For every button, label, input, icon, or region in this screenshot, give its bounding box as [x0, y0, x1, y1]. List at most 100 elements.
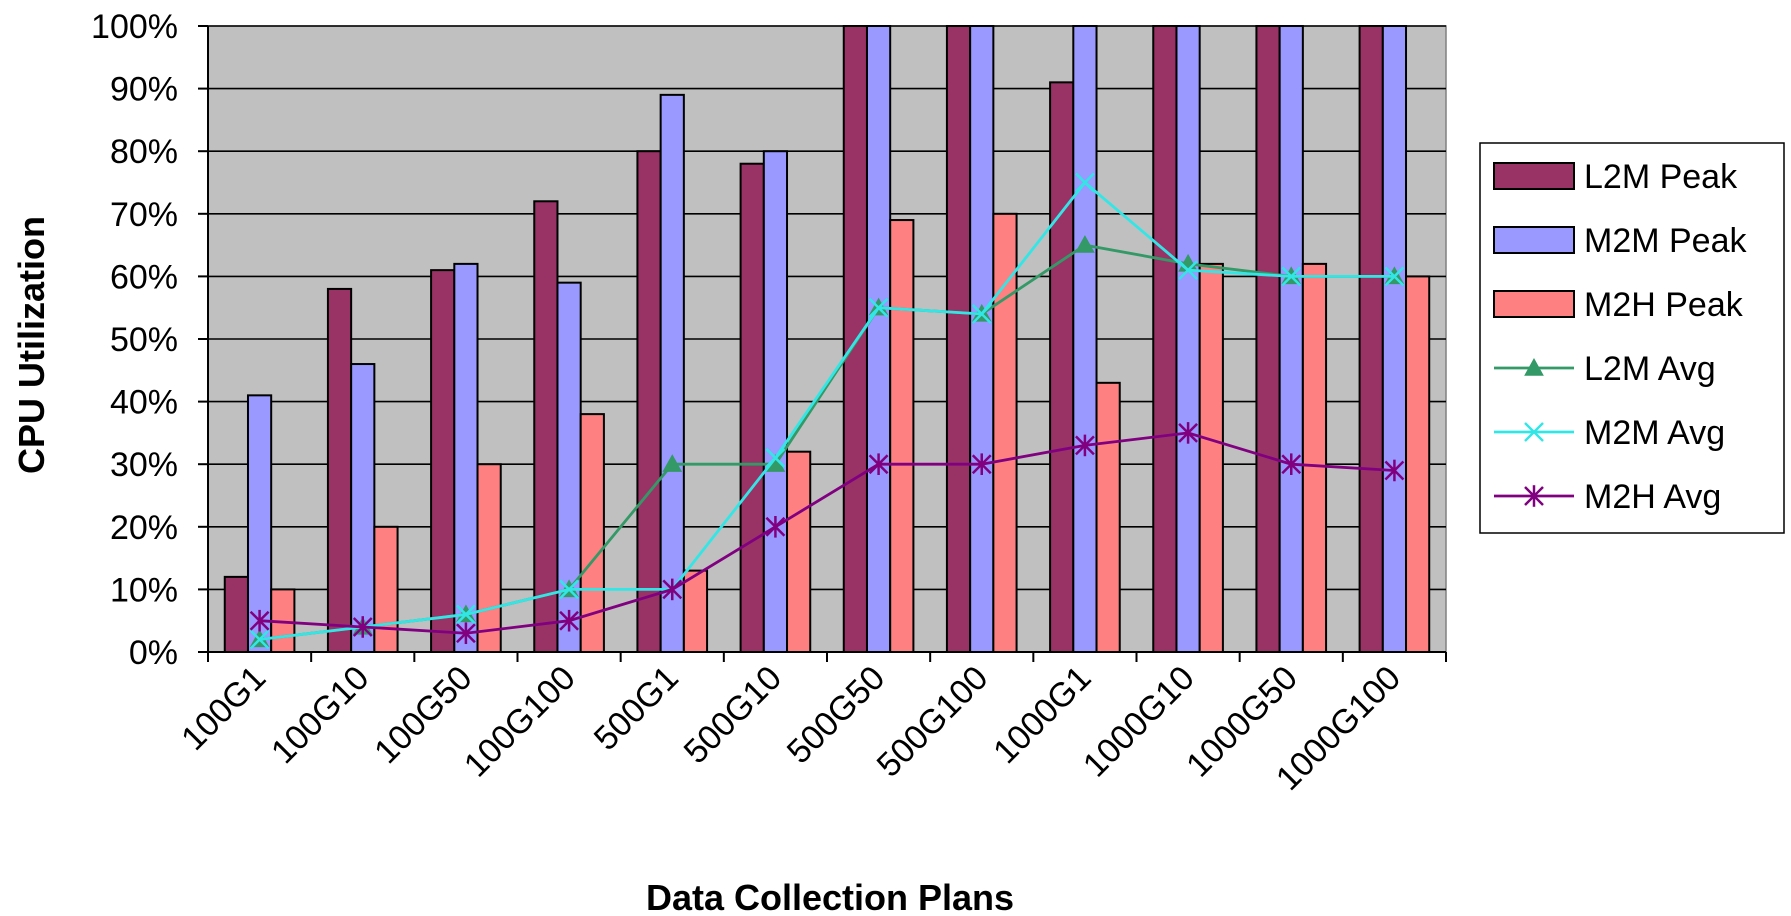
marker-m2h-avg-500g100 — [971, 453, 992, 475]
x-tick-label: 100G100 — [457, 659, 583, 785]
bar-m2h-peak-100g10 — [373, 525, 399, 653]
legend-label-m2h-peak: M2H Peak — [1584, 286, 1744, 324]
bar-l2m-peak-100g100 — [533, 200, 559, 653]
marker-l2m-avg-1000g1 — [1075, 235, 1095, 253]
legend-marker-l2m-avg — [1524, 357, 1544, 376]
marker-m2m-avg-1000g50-stroke-b — [1281, 266, 1302, 287]
x-tick-label: 100G10 — [264, 659, 376, 771]
marker-m2h-avg-500g50 — [868, 453, 889, 475]
bar-m2m-peak-1000g50 — [1278, 25, 1304, 653]
legend-swatch-m2m-peak — [1493, 226, 1575, 254]
y-tick-label: 40% — [110, 384, 178, 422]
bar-m2m-peak-1000g10 — [1175, 25, 1201, 653]
marker-m2m-avg-1000g1-stroke-b — [1075, 172, 1095, 193]
marker-m2m-avg-500g100 — [971, 304, 992, 324]
axes — [198, 25, 1447, 662]
bar-l2m-peak-500g1 — [636, 150, 662, 653]
bar-m2m-peak-500g10 — [762, 150, 789, 653]
marker-m2m-avg-100g100-stroke-b — [559, 579, 579, 600]
marker-m2h-avg-1000g10 — [1178, 422, 1198, 444]
x-tick-label: 500G10 — [677, 659, 789, 771]
marker-m2m-avg-500g50 — [868, 297, 889, 318]
y-tick-label: 90% — [110, 71, 178, 109]
gridlines — [208, 25, 1446, 591]
marker-m2m-avg-1000g50 — [1281, 266, 1302, 287]
bar-m2m-peak-1000g1 — [1072, 25, 1098, 653]
y-axis-title: CPU Utilization — [11, 216, 52, 474]
y-tick-label: 80% — [110, 133, 178, 171]
y-tick-label: 10% — [110, 571, 178, 609]
bar-l2m-peak-100g50 — [430, 269, 456, 653]
y-tick-label: 60% — [110, 258, 178, 296]
y-tick-label: 20% — [110, 509, 178, 547]
bar-l2m-peak-1000g100 — [1358, 25, 1384, 653]
legend-box — [1479, 142, 1785, 534]
marker-m2m-avg-1000g100 — [1384, 266, 1405, 287]
bar-l2m-peak-100g10 — [326, 287, 353, 653]
legend-label-m2h-avg: M2H Avg — [1584, 478, 1721, 516]
marker-m2m-avg-1000g100-stroke-b — [1384, 266, 1405, 287]
y-tick-label: 100% — [91, 8, 178, 46]
x-tick-label: 500G100 — [870, 659, 996, 785]
y-tick-label: 70% — [110, 196, 178, 234]
bar-l2m-peak-1000g10 — [1152, 25, 1178, 653]
bar-m2h-peak-500g100 — [992, 212, 1018, 654]
marker-m2m-avg-500g10-stroke-b — [765, 448, 786, 468]
bar-m2h-peak-500g1 — [682, 569, 709, 653]
marker-l2m-avg-500g1 — [662, 454, 683, 472]
x-axis-title: Data Collection Plans — [646, 877, 1014, 916]
legend-swatch-m2h-peak — [1493, 290, 1575, 318]
y-tick-label: 0% — [129, 634, 178, 672]
x-tick-label: 1000G10 — [1076, 659, 1202, 785]
legend-marker-m2h-avg — [1524, 485, 1544, 507]
bar-l2m-peak-100g1 — [223, 575, 249, 654]
legend: L2M Peak M2M Peak M2H Peak L2M Avg M2M Avg M2… — [1479, 142, 1785, 534]
line-series — [249, 172, 1405, 650]
bar-m2m-peak-100g50 — [453, 262, 479, 653]
legend-swatch-l2m-peak — [1493, 162, 1575, 190]
bar-m2h-peak-100g50 — [476, 463, 502, 654]
bar-m2m-peak-1000g100 — [1381, 25, 1408, 653]
x-tick-label: 100G1 — [174, 659, 273, 758]
legend-label-m2m-avg: M2M Avg — [1584, 414, 1725, 452]
bar-m2m-peak-500g100 — [969, 25, 995, 653]
marker-m2m-avg-100g50 — [456, 604, 476, 625]
marker-m2h-avg-1000g50 — [1281, 453, 1302, 475]
y-tick-labels: 0% 10% 20% 30% 40% 50% 60% 70% 80% 90% 100% — [91, 8, 178, 672]
marker-m2m-avg-1000g10 — [1178, 260, 1198, 281]
marker-m2h-avg-100g1 — [249, 609, 270, 632]
bar-m2h-peak-500g10 — [786, 450, 812, 653]
marker-m2h-avg-1000g100 — [1384, 459, 1405, 482]
marker-m2m-avg-100g50-stroke-b — [456, 604, 476, 625]
legend-label-l2m-avg: L2M Avg — [1584, 350, 1716, 388]
marker-m2m-avg-500g10 — [765, 448, 786, 468]
marker-m2h-avg-100g100 — [559, 609, 579, 632]
bar-m2m-peak-500g1 — [659, 93, 685, 654]
line-m2m-avg — [259, 180, 1395, 641]
bar-m2m-peak-500g50 — [865, 25, 892, 653]
marker-m2m-avg-500g50-stroke-b — [868, 297, 889, 318]
marker-m2h-avg-500g1 — [662, 578, 683, 601]
marker-m2h-avg-500g10 — [765, 516, 786, 538]
marker-m2m-avg-1000g1 — [1075, 172, 1095, 193]
bar-l2m-peak-1000g50 — [1255, 25, 1281, 653]
marker-m2m-avg-1000g10-stroke-b — [1178, 260, 1198, 281]
marker-m2m-avg-100g100 — [559, 579, 579, 600]
bar-m2m-peak-100g10 — [350, 363, 376, 653]
bar-l2m-peak-1000g1 — [1049, 81, 1075, 653]
marker-m2h-avg-100g50 — [456, 622, 476, 645]
legend-marker-m2m-avg — [1524, 422, 1544, 442]
bar-m2h-peak-500g50 — [889, 219, 915, 653]
marker-m2h-avg-1000g1 — [1075, 434, 1095, 457]
marker-m2m-avg-500g100-stroke-b — [971, 304, 992, 324]
bar-m2h-peak-1000g1 — [1095, 381, 1121, 653]
marker-m2m-avg-100g1-stroke-b — [249, 629, 270, 650]
y-tick-label: 50% — [110, 321, 178, 359]
line-m2h-avg — [259, 431, 1395, 635]
bar-l2m-peak-500g50 — [842, 25, 868, 653]
marker-m2m-avg-100g1 — [249, 629, 270, 650]
legend-label-m2m-peak: M2M Peak — [1584, 222, 1747, 260]
legend-marker-m2m-avg-stroke-b — [1524, 422, 1544, 442]
